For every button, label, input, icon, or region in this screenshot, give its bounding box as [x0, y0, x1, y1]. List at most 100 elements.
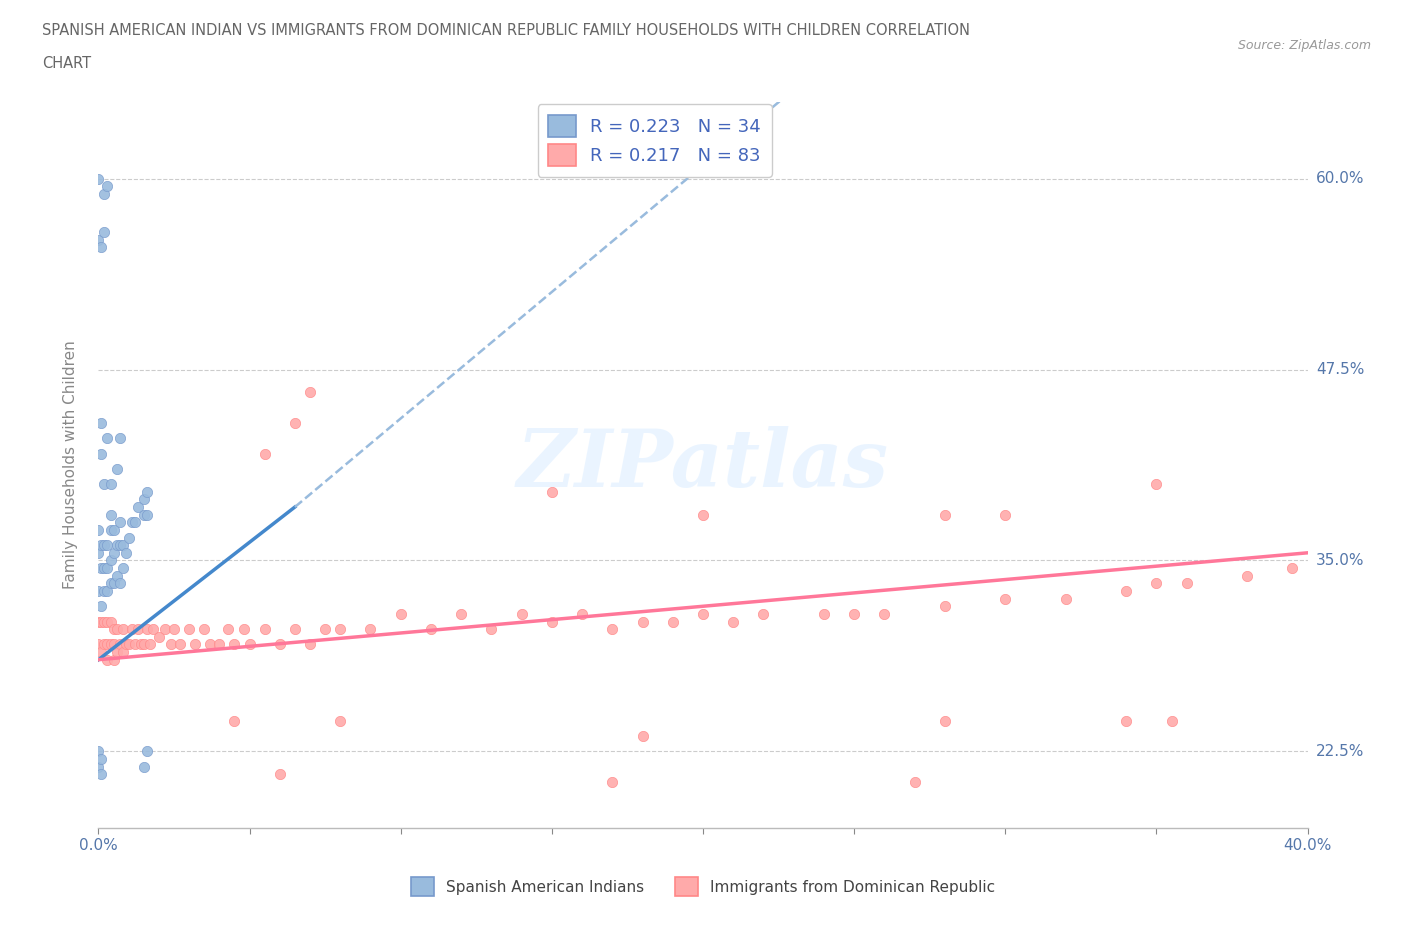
Point	[87, 583, 110, 598]
Point	[873, 606, 896, 621]
Point	[114, 637, 136, 652]
Point	[153, 622, 176, 637]
Point	[96, 637, 118, 652]
Point	[90, 767, 112, 782]
Point	[132, 492, 155, 507]
Point	[177, 622, 201, 637]
Point	[108, 576, 131, 591]
Point	[93, 538, 115, 552]
Point	[103, 523, 125, 538]
Point	[904, 775, 927, 790]
Point	[87, 759, 110, 774]
Point	[90, 538, 112, 552]
Point	[602, 622, 624, 637]
Point	[135, 507, 157, 522]
Point	[1236, 568, 1258, 583]
Point	[105, 538, 128, 552]
Point	[232, 622, 254, 637]
Point	[1144, 477, 1167, 492]
Point	[602, 775, 624, 790]
Point	[284, 416, 307, 431]
Point	[239, 637, 262, 652]
Point	[87, 523, 110, 538]
Point	[284, 622, 307, 637]
Point	[389, 606, 412, 621]
Point	[1115, 713, 1137, 728]
Point	[360, 622, 382, 637]
Text: 60.0%: 60.0%	[1316, 171, 1364, 186]
Point	[90, 599, 112, 614]
Point	[692, 606, 714, 621]
Point	[132, 759, 155, 774]
Point	[121, 515, 143, 530]
Point	[118, 530, 141, 545]
Point	[90, 644, 112, 659]
Point	[103, 622, 125, 637]
Point	[111, 644, 134, 659]
Point	[934, 507, 956, 522]
Point	[87, 744, 110, 759]
Point	[108, 431, 131, 445]
Point	[193, 622, 215, 637]
Point	[253, 622, 276, 637]
Point	[93, 614, 115, 629]
Point	[721, 614, 744, 629]
Point	[100, 637, 122, 652]
Point	[124, 637, 146, 652]
Point	[540, 485, 562, 499]
Point	[96, 652, 118, 667]
Point	[93, 187, 115, 202]
Text: 22.5%: 22.5%	[1316, 744, 1364, 759]
Point	[934, 599, 956, 614]
Point	[1144, 576, 1167, 591]
Point	[96, 431, 118, 445]
Point	[217, 622, 239, 637]
Text: 47.5%: 47.5%	[1316, 362, 1364, 377]
Point	[100, 523, 122, 538]
Point	[87, 637, 110, 652]
Point	[419, 622, 441, 637]
Point	[93, 583, 115, 598]
Point	[129, 637, 152, 652]
Point	[631, 614, 654, 629]
Point	[1160, 713, 1182, 728]
Point	[661, 614, 683, 629]
Point	[1115, 583, 1137, 598]
Point	[127, 622, 149, 637]
Point	[87, 232, 110, 247]
Point	[96, 583, 118, 598]
Point	[135, 485, 157, 499]
Point	[169, 637, 191, 652]
Point	[100, 576, 122, 591]
Point	[93, 637, 115, 652]
Point	[127, 499, 149, 514]
Point	[108, 637, 131, 652]
Point	[139, 637, 162, 652]
Point	[105, 622, 128, 637]
Point	[90, 561, 112, 576]
Point	[108, 538, 131, 552]
Point	[90, 240, 112, 255]
Point	[90, 416, 112, 431]
Point	[329, 622, 352, 637]
Point	[124, 515, 146, 530]
Point	[121, 622, 143, 637]
Point	[135, 622, 157, 637]
Point	[329, 713, 352, 728]
Point	[90, 751, 112, 766]
Point	[90, 614, 112, 629]
Point	[96, 561, 118, 576]
Point	[148, 630, 170, 644]
Point	[160, 637, 183, 652]
Point	[114, 545, 136, 560]
Text: ZIPatlas: ZIPatlas	[517, 426, 889, 504]
Point	[87, 545, 110, 560]
Point	[100, 507, 122, 522]
Point	[314, 622, 336, 637]
Point	[224, 713, 246, 728]
Legend: Spanish American Indians, Immigrants from Dominican Republic: Spanish American Indians, Immigrants fro…	[404, 870, 1002, 903]
Point	[103, 637, 125, 652]
Point	[1175, 576, 1198, 591]
Point	[692, 507, 714, 522]
Point	[105, 568, 128, 583]
